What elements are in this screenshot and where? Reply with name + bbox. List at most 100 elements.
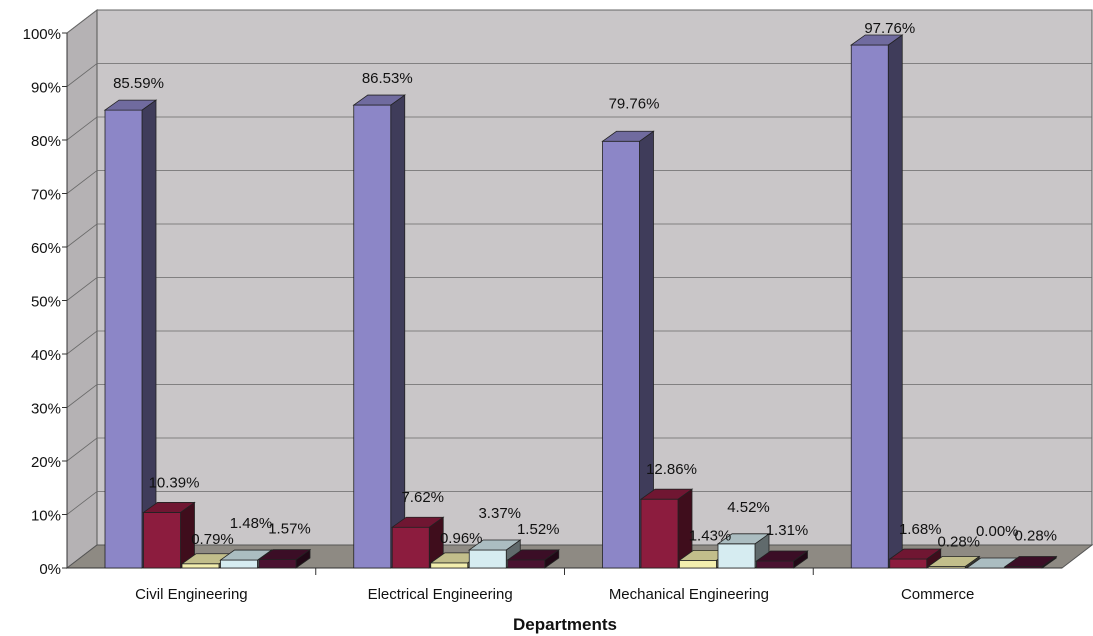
bar-top [888,548,942,560]
bar [468,539,522,569]
bar-top [639,488,694,500]
bar [506,549,560,569]
bar-top [352,94,406,106]
bar-front [181,563,220,569]
gridline [66,437,1092,462]
data-label: 1.43% [689,527,732,544]
bar-front [850,44,889,569]
y-tick-label: 100% [23,26,61,43]
bar [601,130,655,569]
data-label: 1.57% [268,521,311,538]
bar [103,99,158,569]
bar-front [889,558,928,569]
bar-top [103,99,158,111]
bar [352,94,406,569]
y-tick-label: 10% [31,508,61,525]
bar-top [142,502,196,513]
bar [755,550,809,569]
data-label: 0.28% [1014,528,1057,545]
y-tick-label: 70% [31,187,61,204]
bar-front [679,559,717,569]
bar-front [258,559,297,569]
bar-front [468,549,507,569]
gridline [66,223,1092,248]
bar [639,488,694,569]
data-label: 12.86% [646,461,697,478]
bar-top [391,516,445,528]
x-tick-label: Mechanical Engineering [609,586,769,603]
bar-front [104,109,143,569]
y-axis: 0% 10% 20% 30% 40% 50% 60% 70% 80% 90% 100% [23,26,68,578]
x-tick-label: Electrical Engineering [368,586,513,603]
data-label: 10.39% [149,474,200,491]
bar [257,548,312,569]
bar-front [507,559,546,569]
gridline [66,63,1092,87]
x-tick-label: Commerce [901,586,974,603]
bar-top [506,549,560,561]
y-tick-label: 90% [31,80,61,97]
bar-front [430,562,469,569]
bar [142,501,196,569]
bar-top [601,130,655,142]
data-label: 79.76% [609,95,660,112]
data-label: 1.31% [766,522,809,539]
data-label: 0.79% [191,531,234,548]
data-label: 97.76% [864,20,915,37]
chart-walls [66,8,1093,570]
y-tick-label: 30% [31,401,61,418]
data-label: 0.96% [440,530,483,547]
bar-top [850,34,904,46]
gridline [66,491,1092,515]
bar-top [716,533,771,545]
bars [103,34,1058,569]
bar [1004,555,1058,569]
y-tick-label: 0% [39,561,61,578]
data-label: 86.53% [362,70,413,87]
data-label: 85.59% [113,75,164,92]
y-tick-label: 50% [31,294,61,311]
gridline [66,116,1092,141]
data-label: 7.62% [401,489,444,506]
bar-front [220,559,258,569]
gridline [66,330,1092,355]
bar [850,34,904,569]
bar-top [219,549,273,561]
bar-side [887,34,903,569]
gridline [66,170,1092,194]
bar-front [756,560,794,569]
bar-front [602,140,640,569]
bar-side [141,99,157,569]
y-tick-label: 40% [31,347,61,364]
x-axis-title: Departments [513,615,617,634]
y-tick-label: 60% [31,240,61,257]
y-tick-label: 20% [31,454,61,471]
bar-front [143,512,181,569]
bar-top [755,550,809,562]
x-axis: Civil Engineering Electrical Engineering M… [67,567,1062,603]
data-label: 1.52% [517,521,560,538]
y-tick-label: 80% [31,133,61,150]
bar-top [927,556,981,567]
gridlines [66,9,1092,515]
data-labels: 85.59% 10.39% 0.79%1.48%1.57% 86.53% 7.62% 0.… [113,20,1057,551]
bar-top [1004,556,1058,567]
bar-front [353,104,392,569]
data-label: 1.48% [230,515,273,532]
bar-front [717,543,756,569]
bar-front [640,498,679,569]
bar-top [257,549,312,561]
bar-top [468,539,522,551]
x-tick-label: Civil Engineering [135,586,248,603]
data-label: 0.28% [937,534,980,551]
bar [927,555,981,569]
data-label: 0.00% [976,523,1019,540]
gridline [66,277,1092,301]
gridline [66,384,1092,408]
data-label: 1.68% [899,521,942,538]
bar [888,548,942,569]
bar [716,533,771,569]
data-label: 3.37% [478,505,521,522]
bar-front [391,526,430,569]
